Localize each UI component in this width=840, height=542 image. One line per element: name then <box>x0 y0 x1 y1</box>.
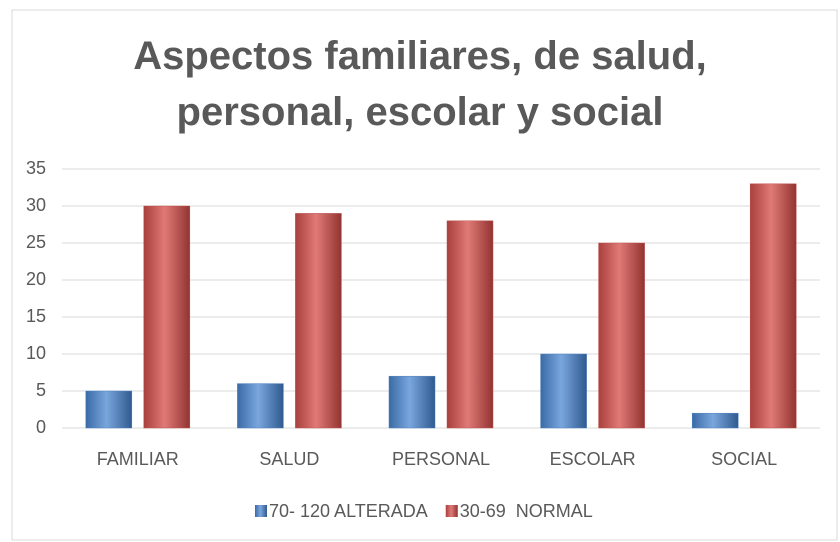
bar <box>388 375 436 429</box>
legend-swatch <box>255 505 267 517</box>
legend-label: 70- 120 ALTERADA <box>269 501 428 521</box>
y-tick-label: 30 <box>26 195 46 215</box>
x-tick-label: PERSONAL <box>392 449 490 469</box>
bar <box>143 205 191 429</box>
chart-title: Aspectos familiares, de salud, personal,… <box>133 34 707 134</box>
x-tick-label: SALUD <box>259 449 319 469</box>
y-tick-label: 10 <box>26 343 46 363</box>
y-tick-label: 5 <box>36 380 46 400</box>
y-tick-label: 0 <box>36 417 46 437</box>
bar <box>540 353 587 429</box>
y-tick-label: 20 <box>26 269 46 289</box>
y-tick-label: 25 <box>26 232 46 252</box>
legend-label: 30-69 NORMAL <box>460 501 593 521</box>
y-tick-label: 15 <box>26 306 46 326</box>
chart-border <box>11 9 838 541</box>
bar <box>749 183 797 429</box>
bar <box>237 383 284 429</box>
x-tick-label: ESCOLAR <box>550 449 636 469</box>
bar <box>446 220 494 429</box>
y-tick-label: 35 <box>26 158 46 178</box>
x-tick-label: FAMILIAR <box>97 449 179 469</box>
bar <box>85 390 133 429</box>
bar <box>691 412 739 429</box>
x-tick-label: SOCIAL <box>711 449 777 469</box>
bar <box>598 242 645 429</box>
bar <box>295 213 342 429</box>
legend-swatch <box>445 505 458 517</box>
